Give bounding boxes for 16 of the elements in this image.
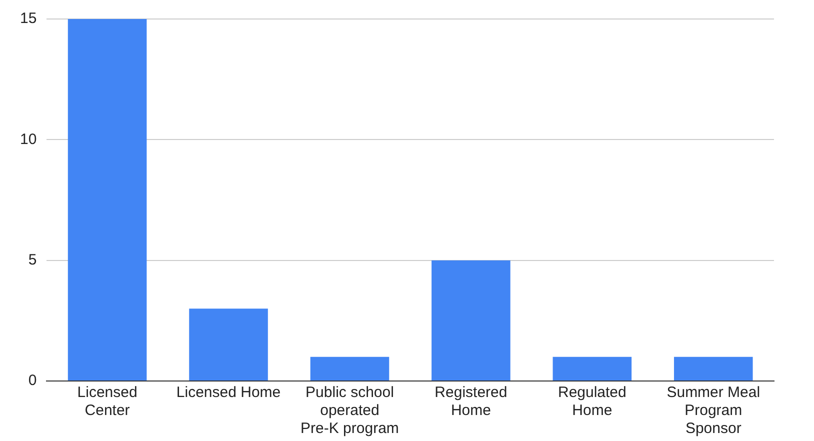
y-tick-label: 5	[28, 251, 37, 268]
bar	[68, 19, 147, 380]
x-tick-label: Registered Home	[434, 384, 508, 420]
bar	[310, 356, 390, 380]
bar	[674, 356, 753, 380]
bar	[189, 308, 268, 380]
bar	[552, 356, 632, 380]
y-tick-label: 10	[20, 130, 37, 148]
x-tick-label: Summer Meal Program Sponsor	[666, 384, 760, 438]
x-tick-label: Licensed Home	[176, 384, 281, 402]
x-tick-label: Public school operated Pre-K program	[300, 384, 399, 438]
y-tick-label: 0	[28, 372, 37, 390]
bar	[432, 260, 510, 380]
y-tick-label: 15	[20, 10, 37, 28]
x-tick-label: Licensed Center	[77, 384, 138, 420]
x-tick-label: Regulated Home	[558, 384, 626, 420]
